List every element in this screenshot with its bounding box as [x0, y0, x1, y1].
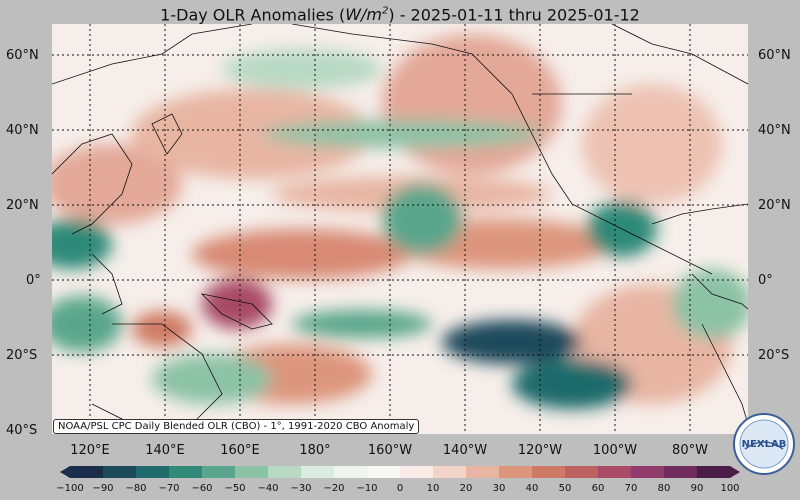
- lon-label: 100°W: [592, 443, 638, 458]
- colorbar-segment: [301, 466, 335, 478]
- colorbar-tick-label: −70: [158, 483, 180, 494]
- colorbar-segment: [532, 466, 566, 478]
- colorbar-tick-label: −100: [56, 483, 84, 494]
- colorbar-tick-label: 90: [690, 483, 704, 494]
- lat-label-right: 40°N: [758, 123, 791, 138]
- colorbar-tick-label: −10: [356, 483, 378, 494]
- lon-label: 120°E: [70, 443, 110, 458]
- colorbar-segment: [565, 466, 599, 478]
- colorbar-tick-label: 50: [558, 483, 572, 494]
- lat-label-left: 60°N: [6, 48, 39, 63]
- colorbar-segment: [70, 466, 104, 478]
- colorbar-extend-low: [60, 466, 70, 478]
- title-unit-exponent: 2: [381, 6, 389, 17]
- colorbar-segment: [433, 466, 467, 478]
- lat-label-right: 20°S: [758, 348, 790, 363]
- lat-label-right: 60°N: [758, 48, 791, 63]
- colorbar-segment: [367, 466, 401, 478]
- colorbar-segment: [664, 466, 698, 478]
- colorbar-segment: [268, 466, 302, 478]
- colorbar-tick-label: 30: [492, 483, 506, 494]
- colorbar-segment: [499, 466, 533, 478]
- anomaly-field: [52, 34, 748, 409]
- olr-anomaly-map: [52, 24, 748, 434]
- colorbar-segment: [466, 466, 500, 478]
- colorbar-segment: [400, 466, 434, 478]
- lon-label: 120°W: [517, 443, 563, 458]
- lat-label-right: 20°N: [758, 198, 791, 213]
- title-main: 1-Day OLR Anomalies (: [160, 5, 346, 25]
- colorbar-tick-label: 100: [720, 483, 740, 494]
- colorbar-segment: [631, 466, 665, 478]
- lat-label-left: 0°: [26, 273, 41, 288]
- lat-label-left: 40°S: [6, 423, 38, 438]
- colorbar-segment: [202, 466, 236, 478]
- lon-label: 180°: [299, 443, 331, 458]
- nexlab-logo-icon: NEXLAB: [733, 413, 795, 475]
- map-title: 1-Day OLR Anomalies (W/m2) - 2025-01-11 …: [0, 0, 800, 24]
- colorbar-tick-label: −50: [224, 483, 246, 494]
- colorbar-tick-label: −60: [191, 483, 213, 494]
- colorbar-tick-label: 70: [624, 483, 638, 494]
- colorbar-segment: [697, 466, 731, 478]
- colorbar-tick-label: 80: [657, 483, 671, 494]
- colorbar-segment: [334, 466, 368, 478]
- colorbar-segment: [598, 466, 632, 478]
- colorbar-segment: [136, 466, 170, 478]
- colorbar-tick-label: 60: [591, 483, 605, 494]
- map-svg: [52, 24, 748, 434]
- colorbar-tick-label: −80: [125, 483, 147, 494]
- lat-label-left: 20°N: [6, 198, 39, 213]
- title-close: ): [388, 5, 395, 25]
- title-dates: - 2025-01-11 thru 2025-01-12: [394, 5, 640, 25]
- title-unit: W/m: [345, 5, 382, 25]
- colorbar-tick-label: 10: [426, 483, 440, 494]
- colorbar-segment: [169, 466, 203, 478]
- gridlines: [52, 24, 748, 434]
- lon-label: 160°W: [367, 443, 413, 458]
- lon-label: 160°E: [220, 443, 260, 458]
- lon-label: 140°E: [145, 443, 185, 458]
- lon-label: 140°W: [442, 443, 488, 458]
- lat-label-right: 0°: [758, 273, 773, 288]
- colorbar-tick-label: −90: [92, 483, 114, 494]
- colorbar-tick-label: −30: [290, 483, 312, 494]
- data-source-credit: NOAA/PSL CPC Daily Blended OLR (CBO) - 1…: [53, 419, 420, 434]
- colorbar-tick-label: −20: [323, 483, 345, 494]
- nexlab-logo: NEXLAB: [733, 413, 795, 475]
- colorbar-segment: [235, 466, 269, 478]
- lat-label-left: 20°S: [6, 348, 38, 363]
- lon-label: 80°W: [672, 443, 708, 458]
- colorbar-tick-label: −40: [257, 483, 279, 494]
- lat-label-left: 40°N: [6, 123, 39, 138]
- colorbar-tick-label: 20: [459, 483, 473, 494]
- colorbar: [60, 463, 740, 478]
- colorbar-tick-label: 0: [396, 483, 404, 494]
- colorbar-svg: [60, 466, 740, 478]
- logo-text: NEXLAB: [742, 439, 787, 450]
- colorbar-tick-label: 40: [525, 483, 539, 494]
- colorbar-extend-high: [730, 466, 740, 478]
- colorbar-segment: [103, 466, 137, 478]
